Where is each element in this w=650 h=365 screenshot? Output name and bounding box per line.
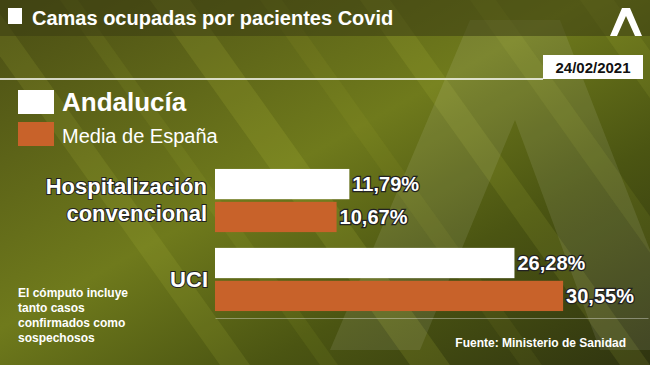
title-icon <box>8 8 22 24</box>
logo <box>610 8 642 36</box>
title: Camas ocupadas por pacientes Covid <box>32 7 393 29</box>
tick: UCI <box>170 267 211 292</box>
legend-swatch <box>18 122 54 146</box>
bar <box>215 202 337 232</box>
x-axis <box>216 318 649 319</box>
separator <box>0 78 543 80</box>
data-label: 10,67% <box>340 206 408 228</box>
background-stripes <box>0 0 650 365</box>
legend: Andalucía Media de España <box>18 87 219 147</box>
chart: Camas ocupadas por pacientes Covid 24/02/… <box>0 0 650 365</box>
y-axis: Hospitalizaciónconvencional UCI <box>46 174 211 291</box>
tick: Hospitalizaciónconvencional <box>46 174 211 225</box>
bar <box>215 169 349 199</box>
source: Fuente: Ministerio de Sanidad <box>455 336 626 350</box>
data-labels: 11,79% 26,28% 10,67% 30,55% <box>340 173 635 307</box>
category-label: Hospitalizaciónconvencional <box>46 174 207 225</box>
date-box <box>543 55 643 79</box>
note: El cómputo incluyetanto casosconfirmados… <box>18 286 128 345</box>
bar <box>215 281 563 311</box>
data-label: 11,79% <box>352 173 419 195</box>
legend-swatch <box>18 90 54 114</box>
category-label: UCI <box>170 267 208 292</box>
data-label: 26,28% <box>517 252 585 274</box>
legend-label: Andalucía <box>62 87 187 117</box>
legend-label: Media de España <box>62 125 219 147</box>
axis-line <box>216 318 649 319</box>
date: 24/02/2021 <box>555 59 630 76</box>
bar <box>215 248 514 278</box>
title-bar <box>0 0 650 36</box>
background <box>0 0 650 365</box>
bars <box>215 169 563 311</box>
data-label: 30,55% <box>566 285 634 307</box>
